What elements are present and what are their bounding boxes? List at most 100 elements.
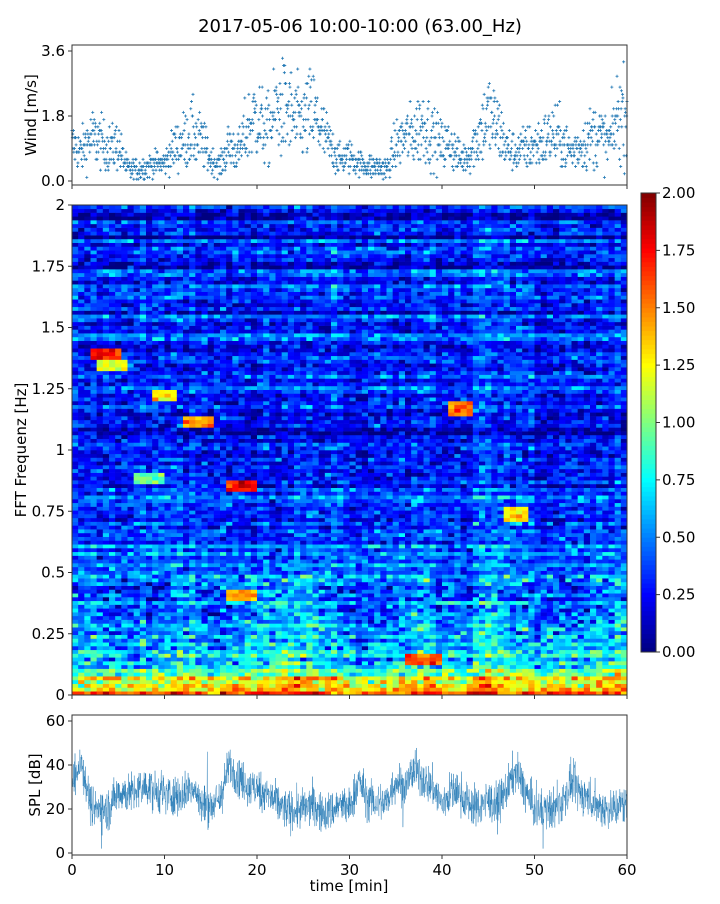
- spectrogram-cell: [158, 442, 165, 446]
- spectrogram-cell: [78, 299, 85, 303]
- spectrogram-cell: [84, 480, 91, 484]
- spectrogram-cell: [78, 367, 85, 371]
- spectrogram-cell: [226, 473, 233, 477]
- spectrogram-cell: [72, 220, 79, 224]
- spectrogram-cell: [103, 507, 110, 511]
- spectrogram-cell: [91, 378, 98, 382]
- spectrogram-cell: [165, 239, 172, 243]
- spectrogram-cell: [78, 265, 85, 269]
- spectrogram-cell: [134, 529, 141, 533]
- wind-point: [311, 125, 314, 128]
- spectrogram-cell: [165, 465, 172, 469]
- wind-point: [122, 165, 125, 168]
- spectrogram-cell: [128, 337, 135, 341]
- spectrogram-cell: [72, 397, 79, 401]
- spectrogram-cell: [171, 597, 178, 601]
- spectrogram-cell: [78, 510, 85, 514]
- spectrogram-cell: [103, 661, 110, 665]
- spectrogram-cell: [202, 442, 209, 446]
- spectrogram-cell: [158, 307, 165, 311]
- spectrogram-cell: [158, 224, 165, 228]
- spectrogram-cell: [171, 341, 178, 345]
- spectrogram-cell: [72, 205, 79, 209]
- spectrogram-cell: [189, 280, 196, 284]
- spectrogram-cell: [152, 382, 159, 386]
- spectrogram-cell: [158, 314, 165, 318]
- wind-point: [375, 158, 378, 161]
- spectrogram-cell: [171, 390, 178, 394]
- spectrogram-cell: [165, 386, 172, 390]
- wind-point: [325, 140, 328, 143]
- spectrogram-cell: [128, 623, 135, 627]
- spectrogram-cell: [189, 344, 196, 348]
- spectrogram-cell: [158, 269, 165, 273]
- spectrogram-cell: [189, 295, 196, 299]
- spectrogram-cell: [103, 665, 110, 669]
- wind-point: [517, 136, 520, 139]
- wind-point: [431, 111, 434, 114]
- spectrogram-cell: [103, 484, 110, 488]
- spectrogram-cell: [128, 442, 135, 446]
- spectrogram-cell: [109, 318, 116, 322]
- spectrogram-cell: [115, 314, 122, 318]
- spectrogram-cell: [134, 571, 141, 575]
- spectrogram-cell: [165, 258, 172, 262]
- spectrogram-cell: [78, 311, 85, 315]
- spectrogram-cell: [115, 507, 122, 511]
- spectrogram-cell: [146, 540, 153, 544]
- spectrogram-cell: [226, 563, 233, 567]
- wind-point: [430, 129, 433, 132]
- spectrogram-cell: [220, 250, 227, 254]
- spectrogram-cell: [146, 571, 153, 575]
- spectrogram-cell: [115, 514, 122, 518]
- wind-point: [543, 154, 546, 157]
- spectrogram-cell: [109, 465, 116, 469]
- spectrogram-cell: [91, 556, 98, 560]
- spectrogram-cell: [165, 680, 172, 684]
- spectrogram-cell: [226, 665, 233, 669]
- spectrogram-cell: [121, 684, 128, 688]
- spectrogram-cell: [97, 424, 104, 428]
- spectrogram-cell: [97, 473, 104, 477]
- spectrogram-cell: [103, 284, 110, 288]
- spectrogram-cell: [220, 314, 227, 318]
- wind-point: [330, 143, 333, 146]
- spectrogram-cell: [195, 254, 202, 258]
- spectrogram-cell: [115, 322, 122, 326]
- spectrogram-cell: [220, 243, 227, 247]
- spectrogram-cell: [146, 480, 153, 484]
- spectrogram-cell: [91, 409, 98, 413]
- wind-point: [494, 143, 497, 146]
- spectrogram-cell: [115, 254, 122, 258]
- spectrogram-cell: [91, 216, 98, 220]
- spectrogram-cell: [78, 589, 85, 593]
- spectrogram-cell: [134, 442, 141, 446]
- spectrogram-cell: [128, 476, 135, 480]
- wind-point: [79, 143, 82, 146]
- spectrogram-cell: [103, 333, 110, 337]
- spectrogram-cell: [134, 314, 141, 318]
- spectrogram-cell: [177, 427, 184, 431]
- spectrogram-cell: [183, 571, 190, 575]
- spectrogram-cell: [103, 563, 110, 567]
- wind-point: [504, 151, 507, 154]
- spectrogram-cell: [195, 246, 202, 250]
- spectrogram-cell: [72, 420, 79, 424]
- spectrogram-cell: [140, 344, 147, 348]
- spectrogram-cell: [78, 680, 85, 684]
- spectrogram-cell: [189, 461, 196, 465]
- wind-point: [194, 136, 197, 139]
- spectrogram-cell: [183, 386, 190, 390]
- spectrogram-cell: [214, 416, 221, 420]
- spectrogram-cell: [220, 311, 227, 315]
- spectrogram-cell: [109, 605, 116, 609]
- spectrogram-cell: [152, 514, 159, 518]
- spectrogram-cell: [195, 307, 202, 311]
- spectrogram-cell: [78, 416, 85, 420]
- spectrogram-cell: [165, 284, 172, 288]
- spectrogram-cell: [183, 322, 190, 326]
- spectrogram-cell: [72, 348, 79, 352]
- wind-point: [458, 140, 461, 143]
- spectrogram-cell: [214, 231, 221, 235]
- spectrogram-cell: [115, 552, 122, 556]
